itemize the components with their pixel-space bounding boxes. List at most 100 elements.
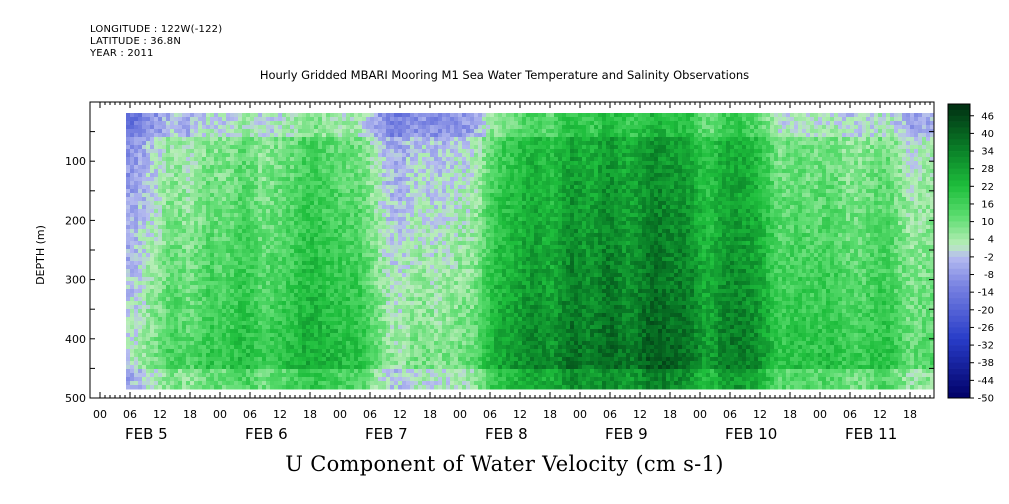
axes: 00 06 12 18 00 06 12 18 00 06 12 18 00 06 12 18 00 06 12 18… (65, 101, 934, 443)
x-hour-tick-label: 06 (243, 408, 257, 421)
colorbar-segment (948, 380, 970, 387)
x-hour-tick-label: 18 (183, 408, 197, 421)
x-hour-tick-label: 00 (93, 408, 107, 421)
colorbar-segment (948, 303, 970, 311)
x-hour-tick-label: 12 (393, 408, 407, 421)
x-axis-title: U Component of Water Velocity (cm s-1) (285, 452, 724, 476)
x-day-label: FEB 8 (485, 425, 528, 443)
x-hour-tick-label: 18 (543, 408, 557, 421)
colorbar-segment (948, 268, 970, 275)
colorbar-segment (948, 209, 970, 217)
y-tick-label: 400 (65, 333, 86, 346)
colorbar-segment (948, 121, 970, 128)
colorbar-segment (948, 133, 970, 140)
colorbar-segment (948, 192, 970, 199)
y-tick-label: 500 (65, 392, 86, 405)
x-hour-tick-label: 06 (363, 408, 377, 421)
colorbar-segment (948, 280, 970, 287)
x-hour-tick-label: 06 (123, 408, 137, 421)
colorbar-segment (948, 221, 970, 228)
colorbar-segment (948, 239, 970, 246)
colorbar-tick-label: -14 (978, 288, 994, 299)
colorbar-segment (948, 151, 970, 158)
y-tick-label: 200 (65, 214, 86, 227)
colorbar-segment (948, 362, 970, 369)
colorbar-tick-label: 4 (988, 235, 994, 246)
colorbar-tick-label: -44 (978, 376, 994, 387)
colorbar-segment (948, 386, 970, 393)
colorbar-tick-label: -8 (984, 270, 994, 281)
colorbar-segment (948, 315, 970, 322)
x-hour-tick-label: 18 (783, 408, 797, 421)
colorbar-tick-label: 28 (981, 164, 994, 175)
x-day-label: FEB 7 (365, 425, 408, 443)
colorbar-segment (948, 333, 970, 340)
x-hour-tick-label: 18 (423, 408, 437, 421)
x-day-label: FEB 5 (125, 425, 168, 443)
colorbar-segment (948, 233, 970, 240)
y-tick-label: 100 (65, 155, 86, 168)
colorbar-segment (948, 350, 970, 358)
colorbar-segment (948, 298, 970, 305)
colorbar-tick-label: -50 (978, 394, 994, 405)
colorbar-segment (948, 368, 970, 375)
colorbar-tick-label: -20 (978, 305, 994, 316)
x-day-label: FEB 10 (725, 425, 777, 443)
x-hour-tick-label: 12 (633, 408, 647, 421)
colorbar-segment (948, 374, 970, 381)
colorbar-tick-label: -32 (978, 341, 994, 352)
colorbar-segment (948, 321, 970, 328)
x-hour-tick-label: 12 (753, 408, 767, 421)
colorbar-segment (948, 251, 970, 258)
colorbar-segment (948, 274, 970, 281)
colorbar-segment (948, 162, 970, 169)
x-hour-tick-label: 18 (303, 408, 317, 421)
colorbar-tick-label: -2 (984, 252, 994, 263)
colorbar-segment (948, 145, 970, 152)
colorbar-segment (948, 168, 970, 175)
colorbar-segment (948, 227, 970, 234)
colorbar-segment (948, 286, 970, 293)
colorbar-segment (948, 292, 970, 299)
colorbar-segment (948, 115, 970, 122)
colorbar-tick-label: 10 (981, 217, 994, 228)
colorbar-segment (948, 327, 970, 334)
colorbar-segment (948, 139, 970, 146)
colorbar-segment (948, 186, 970, 193)
colorbar-tick-label: 40 (981, 129, 994, 140)
colorbar-segment (948, 262, 970, 269)
colorbar-segment (948, 109, 970, 117)
colorbar: 46 40 34 28 22 16 10 4 -2 -8 -14 -20 -26 -32 -38 -44 -50 (947, 103, 994, 405)
longitude-label: LONGITUDE : 122W(-122) (90, 24, 223, 35)
colorbar-segment (948, 156, 970, 164)
x-hour-tick-label: 00 (333, 408, 347, 421)
x-hour-tick-label: 06 (723, 408, 737, 421)
y-tick-label: 300 (65, 274, 86, 287)
colorbar-segment (948, 356, 970, 364)
colorbar-tick-label: 34 (981, 147, 994, 158)
colorbar-segment (948, 215, 970, 222)
colorbar-tick-label: -38 (978, 358, 994, 369)
colorbar-segment (948, 174, 970, 181)
colorbar-segment (948, 180, 970, 187)
x-hour-tick-label: 06 (843, 408, 857, 421)
x-hour-tick-label: 00 (213, 408, 227, 421)
colorbar-segment (948, 203, 970, 211)
x-day-label: FEB 6 (245, 425, 288, 443)
colorbar-segment (948, 392, 970, 399)
colorbar-segment (948, 256, 970, 264)
x-hour-tick-label: 00 (813, 408, 827, 421)
x-hour-tick-label: 12 (273, 408, 287, 421)
metadata-block: LONGITUDE : 122W(-122) LATITUDE : 36.8N … (90, 24, 222, 60)
x-hour-tick-label: 18 (663, 408, 677, 421)
colorbar-segment (948, 245, 970, 252)
colorbar-tick-label: 22 (981, 182, 994, 193)
x-hour-tick-label: 00 (693, 408, 707, 421)
colorbar-tick-label: -26 (978, 323, 994, 334)
heatmap-field (126, 113, 935, 390)
x-day-label: FEB 9 (605, 425, 648, 443)
x-hour-tick-label: 06 (483, 408, 497, 421)
x-hour-tick-label: 06 (603, 408, 617, 421)
colorbar-segment (948, 339, 970, 346)
colorbar-tick-label: 46 (981, 111, 994, 122)
